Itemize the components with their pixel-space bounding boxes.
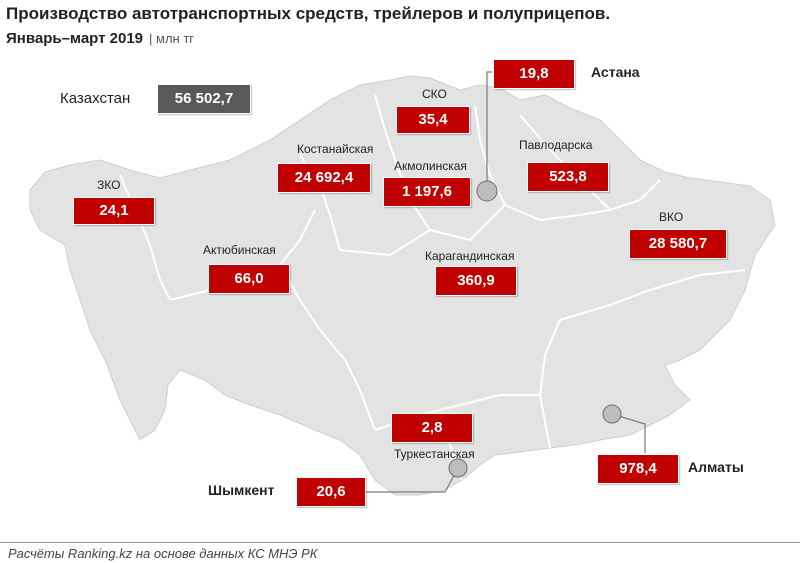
region-label-akmola: Акмолинская [394, 159, 467, 173]
region-label-turkestan: Туркестанская [394, 447, 475, 461]
region-label-zko: ЗКО [97, 178, 121, 192]
city-label-almaty: Алматы [688, 459, 744, 475]
region-value-karaganda: 360,9 [435, 266, 517, 296]
region-label-vko: ВКО [659, 210, 684, 224]
city-value-astana: 19,8 [493, 59, 575, 89]
region-value-pavlodar: 523,8 [527, 162, 609, 192]
title-block: Производство автотранспортных средств, т… [6, 4, 610, 47]
city-value-almaty: 978,4 [597, 454, 679, 484]
region-value-zko: 24,1 [73, 197, 155, 225]
shymkent-marker [448, 458, 468, 478]
region-value-sko: 35,4 [396, 106, 470, 134]
region-label-kostanay: Костанайская [297, 142, 374, 156]
region-label-aktobe: Актюбинская [203, 243, 276, 257]
region-value-vko: 28 580,7 [629, 229, 727, 259]
unit-label: | млн тг [149, 31, 195, 46]
region-label-pavlodar: Павлодарска [519, 138, 593, 152]
chart-title: Производство автотранспортных средств, т… [6, 4, 611, 23]
astana-marker [476, 180, 498, 202]
region-value-turkestan: 2,8 [391, 413, 473, 443]
source-note: Расчёты Ranking.kz на основе данных КС М… [8, 546, 318, 561]
almaty-marker [602, 404, 622, 424]
subtitle-line: Январь–март 2019 | млн тг [6, 30, 610, 47]
footer-divider [0, 542, 800, 543]
chart-subtitle: Январь–март 2019 [6, 30, 144, 47]
region-label-sko: СКО [422, 87, 447, 101]
city-label-astana: Астана [591, 64, 640, 80]
region-value-aktobe: 66,0 [208, 264, 290, 294]
total-value: 56 502,7 [157, 84, 251, 114]
region-value-akmola: 1 197,6 [383, 177, 471, 207]
region-label-karaganda: Карагандинская [425, 249, 515, 263]
total-label: Казахстан [60, 90, 131, 107]
city-label-shymkent: Шымкент [208, 482, 275, 498]
region-value-kostanay: 24 692,4 [277, 163, 371, 193]
city-value-shymkent: 20,6 [296, 477, 366, 507]
